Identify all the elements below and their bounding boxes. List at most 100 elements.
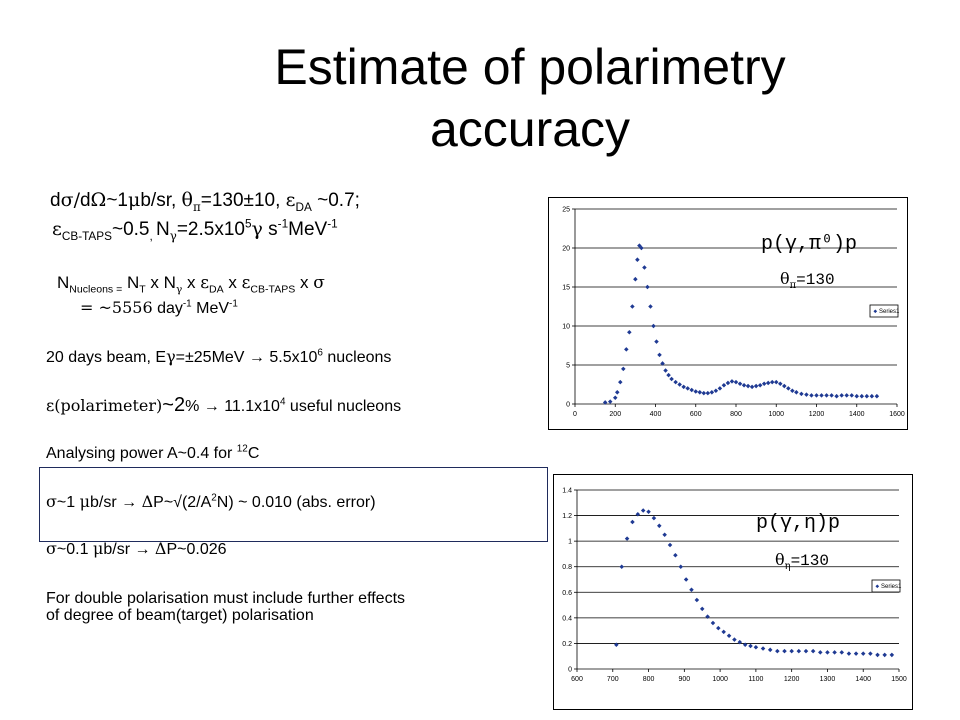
cross-section-line: dσ/dΩ~1μb/sr, θπ=130±10, εDA ~0.7; (50, 189, 360, 214)
x-tick-label: 1200 (809, 411, 825, 418)
exponent-6: 6 (317, 347, 323, 359)
data-point (825, 650, 830, 655)
value-2: =2.5x10 (176, 219, 245, 240)
data-point (602, 400, 608, 405)
epsilon-symbol-2: ε (241, 273, 251, 293)
data-point (769, 379, 775, 385)
legend-label: Series1 (879, 309, 900, 315)
exponent-minus-1: -1 (277, 217, 289, 231)
da-subscript: DA (295, 200, 312, 214)
cb-taps-subscript: CB-TAPS (61, 229, 112, 243)
data-point (733, 379, 739, 385)
exponent-minus-1: -1 (182, 298, 192, 310)
data-point (725, 380, 731, 386)
carbon-symbol: C (247, 445, 260, 462)
gamma-subscript: γ (169, 228, 177, 243)
pi-subscript: π (789, 280, 797, 292)
data-point (663, 368, 668, 373)
exponent-5: 5 (244, 217, 252, 231)
value-1: ~0.5 (111, 219, 150, 240)
mu-symbol: μ (79, 492, 91, 511)
note-line-2: of degree of beam(target) polarisation (46, 607, 314, 624)
pi-subscript: π (192, 199, 201, 214)
nucleons-result: = ~5556 day-1 MeV-1 (80, 298, 238, 318)
data-point (683, 577, 689, 582)
cb-taps-subscript: CB-TAPS (250, 283, 296, 296)
x-tick-label: 1400 (855, 676, 871, 683)
data-point (717, 386, 723, 391)
data-point (765, 380, 771, 386)
data-point (803, 648, 809, 654)
useful-word: useful nucleons (285, 398, 402, 415)
theta-symbol: θ (780, 269, 790, 288)
gamma-symbol: γ (251, 218, 263, 240)
times-1: x (182, 273, 201, 292)
times-3: x (295, 273, 314, 292)
nt-symbol: N (122, 273, 140, 292)
y-tick-label: 15 (562, 285, 570, 292)
x-tick-label: 1000 (712, 676, 728, 683)
data-point (713, 388, 719, 394)
data-point (760, 646, 766, 651)
x-tick-label: 200 (609, 411, 621, 418)
x-tick-label: 600 (690, 411, 702, 418)
value-2: b/sr, (140, 190, 182, 211)
x-tick-label: 0 (573, 411, 577, 418)
data-point (799, 391, 804, 397)
data-point (607, 399, 613, 404)
analysing-text: Analysing power A~0.4 for (46, 445, 237, 462)
efficiency-line: εCB-TAPS~0.5, Nγ=2.5x105γ s-1MeV-1 (52, 217, 338, 243)
y-tick-label: 0.2 (562, 641, 572, 648)
x-tick-label: 1400 (849, 411, 865, 418)
data-point (662, 532, 667, 538)
value-1: ~1 (106, 190, 128, 211)
delta-symbol: Δ (141, 492, 154, 511)
angle-value: =130 (796, 271, 835, 289)
exponent-minus-1b: -1 (229, 298, 238, 310)
data-point (748, 643, 753, 649)
eta-subscript: η (784, 561, 791, 573)
text-d: d (50, 190, 61, 211)
data-point (618, 379, 623, 385)
nucleons-subscript: Nucleons = (69, 283, 123, 296)
y-tick-label: 0 (566, 402, 570, 409)
x-tick-label: 1000 (768, 411, 784, 418)
slide-title: Estimate of polarimetry accuracy (180, 36, 880, 160)
analysing-power-line: Analysing power A~0.4 for 12C (46, 444, 260, 463)
data-point (742, 642, 748, 647)
eta-chart-svg: 0 0.2 0.4 0.6 0.8 1 1.2 1.4 600 700 800 900 1000 1100… (553, 474, 913, 710)
text-d2: d (79, 190, 91, 211)
sigma-symbol: σ (60, 189, 74, 211)
data-point (782, 383, 787, 389)
data-point (673, 379, 678, 385)
nucleons-formula: NNucleons = NT x Nγ x εDA x εCB-TAPS x σ (57, 273, 325, 296)
epsilon-symbol: ε (285, 189, 296, 211)
data-point (737, 639, 743, 645)
polarimeter-line: ε(polarimeter)~2% → 11.1x104 useful nucl… (46, 394, 401, 417)
chart-frame (548, 197, 908, 430)
epsilon-symbol: ε (46, 396, 55, 415)
y-tick-label: 0.8 (562, 564, 572, 571)
comma: , (149, 229, 157, 243)
pi0-reaction-label: p(γ,π⁰)p (761, 233, 858, 256)
epsilon-symbol: ε (52, 218, 62, 240)
x-tick-label: 900 (678, 676, 690, 683)
beam-value: =±25MeV → 5.5x10 (175, 349, 318, 366)
x-tick-label: 400 (650, 411, 662, 418)
exponent-2: 2 (211, 492, 217, 504)
sigma-value: ~0.1 (56, 541, 93, 558)
result-value: = ~5556 (80, 298, 153, 317)
data-point (705, 390, 711, 396)
angle-value: =130 (790, 552, 829, 570)
sigma-symbol: σ (46, 539, 57, 558)
data-point (681, 384, 686, 390)
data-point (860, 651, 866, 656)
mu-symbol: μ (127, 189, 141, 211)
times-n: x N (145, 273, 176, 292)
data-point (633, 276, 638, 282)
error-value: P~0.026 (166, 541, 227, 558)
x-tick-label: 700 (607, 676, 619, 683)
value-4: ~0.7; (311, 190, 360, 211)
data-point (726, 633, 732, 639)
unit-text: b/sr → (103, 541, 155, 558)
